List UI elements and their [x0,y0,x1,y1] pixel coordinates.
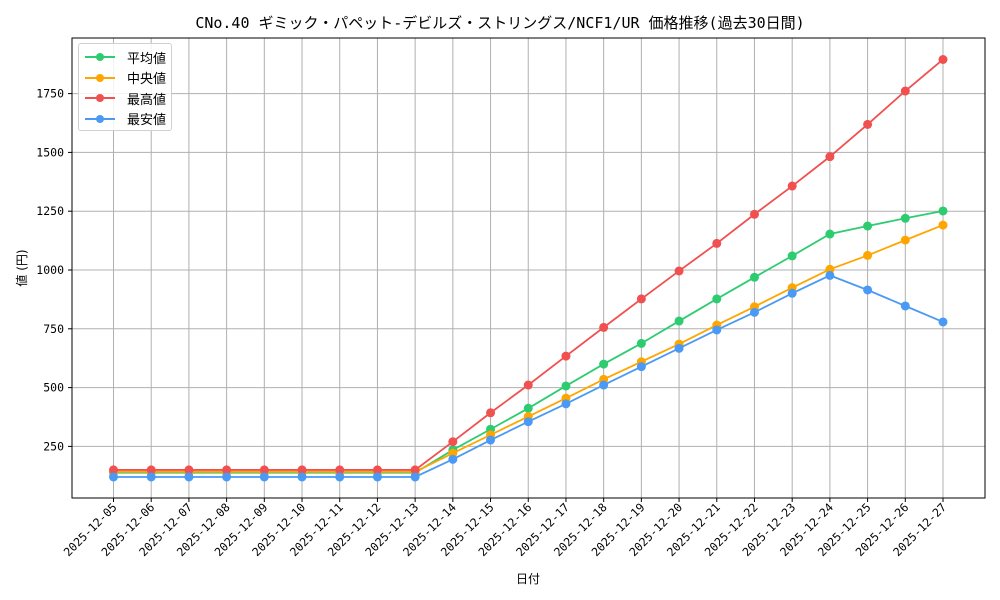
legend-label: 最安値 [127,113,167,128]
data-point [712,294,722,304]
x-axis-ticks: 2025-12-052025-12-062025-12-072025-12-08… [61,498,949,559]
data-point [938,317,948,327]
data-point [674,266,684,276]
data-point [900,213,910,223]
data-point [787,251,797,261]
legend-label: 最高値 [127,92,167,108]
legend-marker-icon [85,109,115,129]
data-point [297,472,307,482]
data-point [787,181,797,191]
data-point [410,472,420,482]
data-point [184,465,194,475]
data-point [674,343,684,353]
series-layer [109,54,948,482]
legend-marker-icon [85,47,115,67]
y-tick-label: 1250 [36,204,64,218]
legend-item: 中央値 [85,68,166,88]
series-3 [109,270,948,482]
data-point [448,437,458,447]
data-point [599,380,609,390]
y-tick-label: 750 [43,322,64,336]
data-point [636,338,646,348]
data-point [335,465,345,475]
grid-lines [72,38,985,498]
data-point [561,351,571,361]
data-point [372,472,382,482]
data-point [938,220,948,230]
data-point [410,465,420,475]
data-point [749,307,759,317]
series-2 [109,54,948,475]
data-point [109,465,118,475]
data-point [448,454,458,464]
legend-label: 中央値 [127,72,167,87]
data-point [486,408,496,418]
data-point [900,301,910,311]
data-point [259,465,269,475]
data-point [749,272,759,282]
legend-marker-icon [85,88,115,108]
legend: 平均値中央値最高値最安値 [78,43,172,131]
y-tick-label: 1000 [36,263,64,277]
data-point [523,403,533,413]
y-axis-label: 値 (円) [14,249,29,286]
data-point [372,465,382,475]
data-point [749,209,759,219]
data-point [146,472,156,482]
data-point [863,285,873,295]
data-point [938,54,948,64]
data-point [486,435,496,445]
y-tick-label: 1500 [36,145,64,159]
data-point [561,381,571,391]
data-point [863,221,873,231]
data-point [825,229,835,239]
data-point [561,399,571,409]
data-point [938,206,948,216]
data-point [146,465,156,475]
data-point [222,472,232,482]
data-point [599,359,609,369]
legend-item: 平均値 [85,47,166,67]
data-point [712,238,722,248]
data-point [599,322,609,332]
data-point [523,380,533,390]
data-point [825,270,835,280]
data-point [863,119,873,129]
legend-marker-icon [85,68,115,88]
data-point [900,86,910,96]
legend-label: 平均値 [127,51,167,67]
data-point [712,325,722,335]
y-tick-label: 500 [43,381,64,395]
data-point [335,472,345,482]
data-point [109,472,118,482]
y-tick-label: 1750 [36,87,64,101]
data-point [825,152,835,162]
data-point [636,362,646,372]
data-point [297,465,307,475]
data-point [863,250,873,260]
data-point [674,316,684,326]
data-point [259,472,269,482]
chart-title: CNo.40 ギミック・パペット-デビルズ・ストリングス/NCF1/UR 価格推… [195,14,805,32]
data-point [636,294,646,304]
legend-item: 最安値 [85,109,166,129]
data-point [900,235,910,245]
y-axis-ticks: 250 500 750 1000 1250 1500 1750 [36,87,72,453]
data-point [184,472,194,482]
y-tick-label: 250 [43,439,64,453]
data-point [222,465,232,475]
data-point [787,288,797,298]
x-axis-label: 日付 [516,572,540,586]
data-point [523,417,533,427]
legend-item: 最高値 [85,88,166,108]
